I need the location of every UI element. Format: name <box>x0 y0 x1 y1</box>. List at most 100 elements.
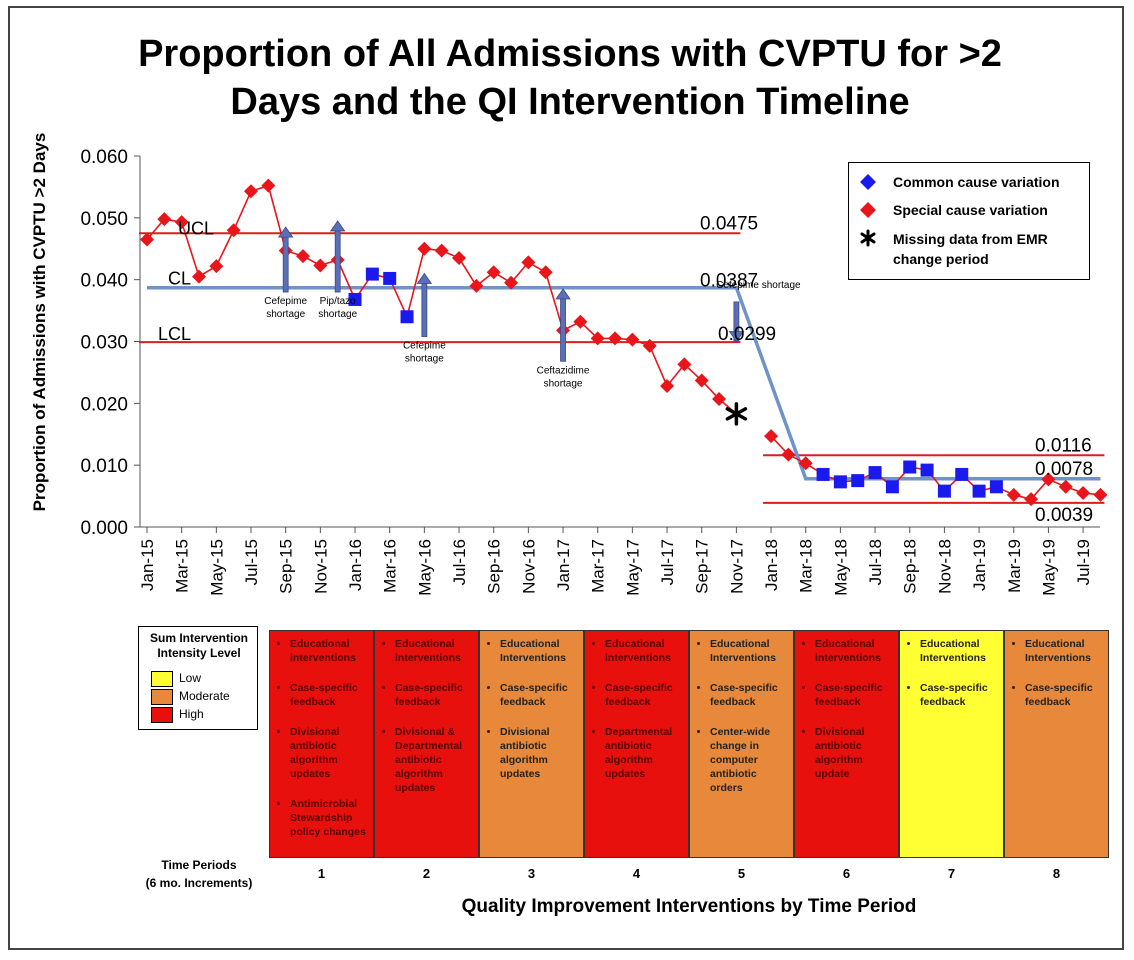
control-chart: 0.000 0.010 0.020 0.030 0.040 0.050 0.060 Propo… <box>30 133 1108 596</box>
x-tick-label: Jul-15 <box>242 539 261 585</box>
asterisk-icon <box>860 229 876 247</box>
y-tick-label: 0.040 <box>80 271 128 292</box>
annotation-text: Ceftazidime <box>537 365 590 376</box>
x-tick-label: Mar-18 <box>797 539 816 593</box>
common-cause-point <box>816 467 830 481</box>
blue-diamond-icon <box>860 174 876 190</box>
common-cause-point <box>885 480 899 494</box>
common-cause-point <box>972 484 986 498</box>
special-cause-point <box>174 215 189 230</box>
annotation-text: Pip/tazo <box>320 296 357 307</box>
arrow-head <box>728 331 745 343</box>
period-number: 5 <box>737 866 746 881</box>
y-tick-label: 0.030 <box>80 333 128 354</box>
period-number: 4 <box>632 866 641 881</box>
special-cause-point <box>1006 487 1021 502</box>
special-cause-point <box>573 314 588 329</box>
intervention-item: Divisional antibiotic algorithm updates <box>290 725 369 781</box>
intervention-item: Educational Interventions <box>500 637 579 665</box>
intervention-item: Educational interventions <box>605 637 684 665</box>
shortage-annotation: Ceftazidime shortage <box>537 288 590 389</box>
chart-legend: Common cause variation Special cause var… <box>848 162 1090 280</box>
x-tick-label: Jan-16 <box>346 539 365 591</box>
shortage-annotation: Cefepime shortage <box>716 280 801 343</box>
special-cause-point <box>209 259 224 274</box>
intervention-item: Departmental antibiotic algorithm update… <box>605 725 684 781</box>
figure-frame <box>8 6 1124 950</box>
annotation-text: shortage <box>318 309 357 320</box>
arrow-shaft <box>282 234 289 293</box>
intervention-item: Case-specific feedback <box>395 681 474 709</box>
annotation-text: shortage <box>405 354 444 365</box>
period-5-cell: Educational Interventions Case-specific f… <box>689 630 794 858</box>
common-cause-point <box>937 484 951 498</box>
x-tick-label: Nov-15 <box>311 539 330 594</box>
x-tick-label: Jan-18 <box>762 539 781 591</box>
special-cause-point <box>694 373 709 388</box>
time-periods-line2: (6 mo. Increments) <box>145 876 253 890</box>
period-intervention-list: Educational Interventions Case-specific f… <box>488 637 579 781</box>
low-swatch <box>151 671 173 687</box>
x-tick-label: Mar-16 <box>381 539 400 593</box>
x-tick-label: Jul-19 <box>1074 539 1093 585</box>
common-cause-point <box>868 466 882 480</box>
common-cause-point <box>833 475 847 489</box>
special-cause-point <box>625 332 640 347</box>
intensity-moderate-label: Moderate <box>179 689 230 703</box>
x-tick-label: May-16 <box>415 539 434 596</box>
period-2-cell: Educational interventions Case-specific f… <box>374 630 479 858</box>
intervention-item: Case-specific feedback <box>920 681 999 709</box>
period-4-cell: Educational interventions Case-specific f… <box>584 630 689 858</box>
intervention-item: Educational interventions <box>395 637 474 665</box>
special-cause-point <box>1093 487 1108 502</box>
arrow-shaft <box>334 228 341 293</box>
special-cause-point <box>608 331 623 346</box>
annotation-text: shortage <box>544 378 583 389</box>
period-3-cell: Educational Interventions Case-specific f… <box>479 630 584 858</box>
annotation-text: shortage <box>266 309 305 320</box>
intervention-item: Case-specific feedback <box>710 681 789 709</box>
period-intervention-list: Educational interventions Case-specific f… <box>803 637 894 781</box>
arrow-shaft <box>560 296 566 362</box>
special-cause-point <box>469 278 484 293</box>
period-table: Educational interventions Case-specific f… <box>269 630 1109 858</box>
x-tick-label: Mar-19 <box>1005 539 1024 593</box>
common-cause-point <box>920 463 934 477</box>
x-tick-label: Nov-17 <box>727 539 746 594</box>
chart-title-line1: Proportion of All Admissions with CVPTU … <box>138 33 1002 75</box>
asterisk-stroke <box>725 407 748 421</box>
intervention-item: Educational Interventions <box>710 637 789 665</box>
special-cause-point <box>660 379 675 394</box>
special-cause-point <box>504 275 519 290</box>
special-cause-point <box>140 232 154 247</box>
legend-missing-label: Missing data from EMR change period <box>893 231 1048 267</box>
x-tick-label: Jul-16 <box>450 539 469 585</box>
y-tick-label: 0.020 <box>80 394 128 415</box>
x-tick-label: Nov-16 <box>519 539 538 594</box>
intervention-item: Center-wide change in computer antibioti… <box>710 725 789 795</box>
period-1-cell: Educational interventions Case-specific f… <box>269 630 374 858</box>
data-line-pre <box>146 184 737 415</box>
special-cause-point <box>1076 485 1091 500</box>
center-line <box>147 285 1101 481</box>
period-intervention-list: Educational Interventions Case-specific f… <box>908 637 999 709</box>
time-periods-label: Time Periods (6 mo. Increments) <box>124 856 274 892</box>
shortage-annotation: Cefepime shortage <box>403 272 446 365</box>
cl-label: CL <box>168 269 191 289</box>
x-tick-label: Sep-18 <box>901 539 920 594</box>
y-tick-label: 0.060 <box>80 147 128 168</box>
red-diamond-icon <box>860 202 876 218</box>
limit-value-label: 0.0387 <box>700 271 758 292</box>
special-cause-point <box>798 456 813 471</box>
annotation-text: Cefepime <box>403 341 446 352</box>
special-cause-point <box>781 447 796 462</box>
period-8-cell: Educational Interventions Case-specific f… <box>1004 630 1109 858</box>
intervention-item: Case-specific feedback <box>290 681 369 709</box>
limit-value-label: 0.0116 <box>1035 435 1092 456</box>
special-cause-point <box>486 265 501 280</box>
period-number: 1 <box>317 866 326 881</box>
period-number: 7 <box>947 866 956 881</box>
common-cause-point <box>365 267 379 281</box>
common-cause-point <box>903 460 917 474</box>
special-cause-point <box>642 338 657 353</box>
